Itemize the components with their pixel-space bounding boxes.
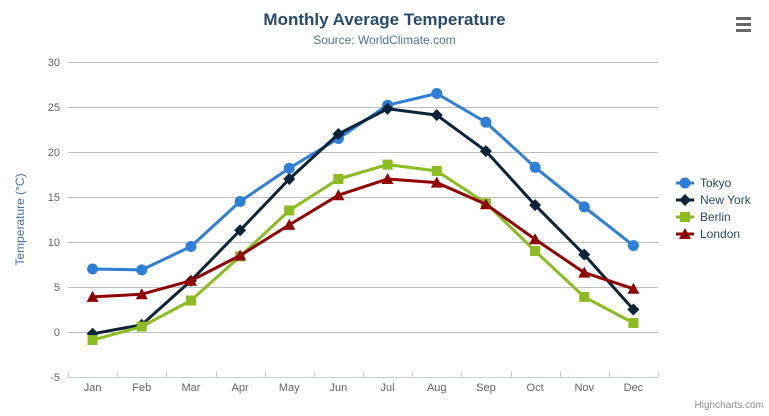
legend-label: Berlin (700, 210, 731, 224)
legend-item-new-york[interactable]: New York (675, 193, 751, 207)
highcharts-credits-link[interactable]: Highcharts.com (694, 400, 764, 411)
svg-text:15: 15 (48, 192, 60, 204)
svg-text:Aug: Aug (427, 382, 447, 394)
legend-item-tokyo[interactable]: Tokyo (675, 176, 751, 190)
legend-label: Tokyo (700, 176, 732, 190)
svg-text:Apr: Apr (232, 382, 249, 394)
svg-text:5: 5 (54, 282, 60, 294)
svg-text:Jun: Jun (330, 382, 348, 394)
svg-text:Sep: Sep (476, 382, 496, 394)
svg-text:-5: -5 (50, 372, 60, 384)
chart-subtitle: Source: WorldClimate.com (313, 33, 456, 47)
series-new-york-markers[interactable] (86, 102, 640, 340)
svg-text:Feb: Feb (132, 382, 151, 394)
svg-text:0: 0 (54, 327, 60, 339)
legend-marker-square-icon (676, 212, 694, 222)
svg-text:May: May (279, 382, 300, 394)
svg-text:Mar: Mar (181, 382, 200, 394)
series-new-york[interactable] (86, 102, 640, 340)
series-london-markers[interactable] (86, 173, 640, 302)
y-axis-labels: -5 0 5 10 15 20 25 30 (48, 57, 60, 384)
hamburger-icon (736, 17, 751, 20)
chart-title: Monthly Average Temperature (263, 10, 506, 29)
svg-text:10: 10 (48, 237, 60, 249)
svg-text:20: 20 (48, 147, 60, 159)
legend-marker-circle-icon (676, 177, 694, 189)
svg-text:Jan: Jan (84, 382, 102, 394)
series-tokyo[interactable] (87, 88, 639, 276)
y-gridlines (68, 62, 658, 378)
x-axis (68, 371, 659, 378)
series-london[interactable] (86, 173, 640, 302)
hamburger-icon (736, 23, 751, 26)
legend-label: New York (700, 193, 751, 207)
svg-text:25: 25 (48, 102, 60, 114)
x-axis-labels: Jan Feb Mar Apr May Jun Jul Aug Sep Oct Nov Dec (84, 382, 644, 394)
hamburger-icon (736, 29, 751, 32)
svg-text:30: 30 (48, 57, 60, 69)
legend: Tokyo New York Berlin London (675, 176, 751, 241)
series-tokyo-markers[interactable] (87, 88, 639, 276)
legend-item-london[interactable]: London (675, 227, 751, 241)
series-berlin[interactable] (87, 159, 639, 346)
legend-item-berlin[interactable]: Berlin (675, 210, 751, 224)
svg-text:Dec: Dec (624, 382, 644, 394)
export-menu-button[interactable] (736, 17, 753, 32)
svg-text:Jul: Jul (381, 382, 395, 394)
legend-marker-triangle-icon (676, 228, 694, 239)
y-axis-title: Temperature (°C) (13, 173, 27, 265)
legend-label: London (700, 227, 741, 241)
legend-marker-diamond-icon (676, 194, 694, 206)
svg-text:Oct: Oct (527, 382, 544, 394)
svg-text:Nov: Nov (574, 382, 594, 394)
